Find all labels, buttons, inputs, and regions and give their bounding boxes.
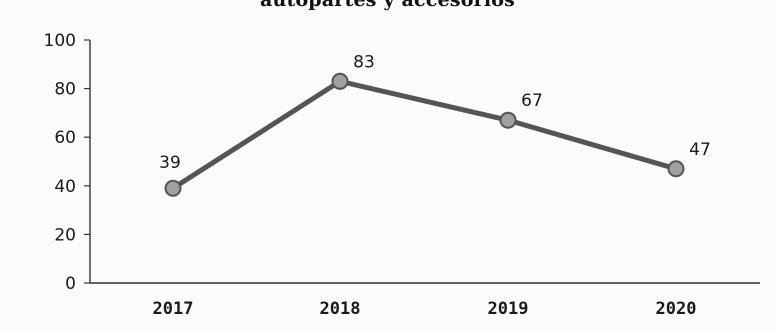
chart-title: autopartes y accesorios [259, 0, 516, 11]
series-line-segment [170, 78, 343, 191]
x-tick-label: 2020 [656, 299, 697, 319]
y-tick-label: 0 [65, 274, 76, 294]
y-tick-label: 100 [44, 31, 76, 51]
data-point [331, 72, 349, 90]
data-labels: 39 83 67 47 [159, 52, 711, 173]
x-axis: 2017 2018 2019 2020 [90, 282, 760, 319]
data-label: 67 [521, 91, 543, 111]
y-axis: 0 20 40 60 80 100 [44, 31, 91, 294]
data-label: 39 [159, 153, 181, 173]
y-tick-label: 20 [54, 225, 76, 245]
series-lines [170, 78, 679, 191]
series-line-segment [505, 117, 679, 172]
data-point [667, 160, 685, 178]
x-tick-label: 2019 [488, 299, 529, 319]
data-point [164, 179, 182, 197]
y-tick-label: 60 [54, 128, 76, 148]
data-markers [164, 72, 685, 197]
x-tick-label: 2018 [320, 299, 361, 319]
data-point [499, 111, 517, 129]
x-tick-label: 2017 [153, 299, 194, 319]
data-label: 83 [353, 52, 375, 72]
y-tick-label: 40 [54, 177, 76, 197]
y-tick-label: 80 [54, 80, 76, 100]
data-label: 47 [689, 140, 711, 160]
series-line-segment [337, 78, 511, 123]
